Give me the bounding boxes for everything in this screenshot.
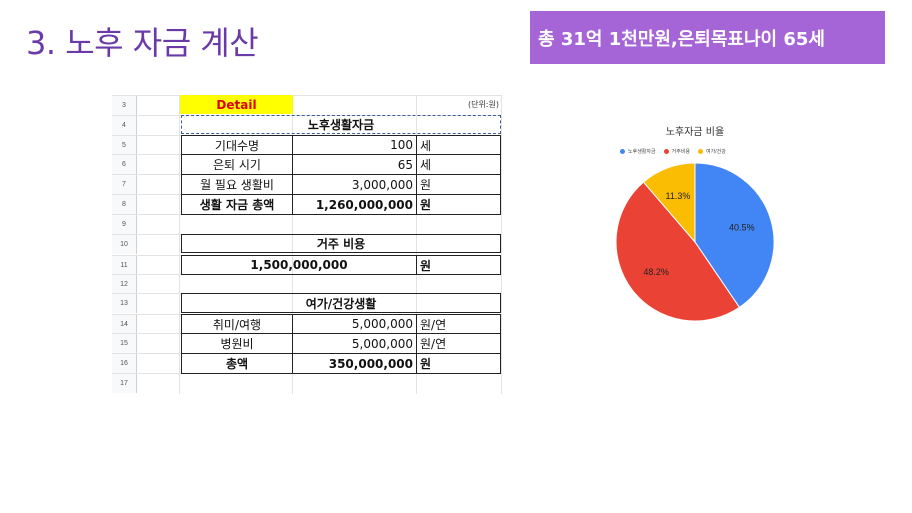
column-line [501,95,502,394]
row-number: 6 [112,155,137,174]
legend-swatch [663,149,669,154]
housing-unit: 원 [416,255,501,275]
legend-swatch [620,149,625,154]
sheet-row: 12 [112,274,502,294]
detail-label: Detail [180,95,293,114]
pie-chart: 40.5% 48.2% 11.3% 노후자금 비율 노후생활자금 거주비용 여가/건강 [595,118,805,338]
pie-slice-0 [694,162,775,309]
pie-slice-2 [642,162,696,244]
life-expectancy-label: 기대수명 [181,135,293,155]
sheet-row: 9 [112,214,502,234]
housing-header: 거주 비용 [181,234,501,253]
row-number: 8 [112,195,137,214]
pie-slice-label: 11.3% [666,191,691,201]
legend-label: 거주비용 [671,149,691,155]
leisure-header: 여가/건강생활 [181,293,501,313]
summary-banner-text: 총 31억 1천만원,은퇴목표나이 65세 [538,28,825,50]
legend-item: 노후생활자금 [620,148,656,155]
column-line [292,95,293,394]
legend-swatch [698,149,704,154]
living-fund-header: 노후생활자금 [181,115,501,134]
legend-item: 거주비용 [663,148,691,155]
row-number: 17 [112,374,137,393]
life-expectancy-value: 100 [292,135,417,155]
retire-age-label: 은퇴 시기 [181,154,293,175]
monthly-expense-label: 월 필요 생활비 [181,174,293,195]
living-total-label: 생활 자금 총액 [181,194,293,215]
hospital-unit: 원/연 [416,333,501,354]
chart-legend: 노후생활자금 거주비용 여가/건강 [620,148,726,155]
unit-note: (단위:원) [467,100,499,109]
leisure-total-label: 총액 [181,353,293,374]
legend-label: 여가/건강 [706,149,726,155]
row-number: 15 [112,334,137,353]
column-line [179,95,180,394]
row-number: 13 [112,294,137,313]
hobby-label: 취미/여행 [181,314,293,334]
pie-slice-1 [615,181,741,322]
hospital-label: 병원비 [181,333,293,354]
spreadsheet: 3 4 5 6 7 8 9 10 11 12 13 14 15 16 17 Detail (단위:원) 노후… [112,95,502,394]
slide-title: 3. 노후 자금 계산 [26,24,259,62]
row-number: 9 [112,215,137,234]
summary-banner: 총 31억 1천만원,은퇴목표나이 65세 [530,11,885,64]
retire-age-value: 65 [292,154,417,175]
sheet-row: 3 [112,95,502,115]
row-number: 14 [112,315,137,334]
row-number: 16 [112,354,137,373]
pie-slice-label: 48.2% [643,267,669,277]
legend-item: 여가/건강 [698,148,726,155]
column-line [416,95,417,394]
monthly-expense-value: 3,000,000 [292,174,417,195]
leisure-total-value: 350,000,000 [292,353,417,374]
chart-title: 노후자금 비율 [665,127,725,138]
pie-slice-label: 40.5% [729,223,755,233]
hobby-unit: 원/연 [416,314,501,334]
leisure-total-unit: 원 [416,353,501,374]
hospital-value: 5,000,000 [292,333,417,354]
retire-age-unit: 세 [416,154,501,175]
monthly-expense-unit: 원 [416,174,501,195]
living-total-unit: 원 [416,194,501,215]
row-number: 11 [112,256,137,275]
hobby-value: 5,000,000 [292,314,417,334]
pie-chart-svg: 40.5% 48.2% 11.3% [615,162,775,322]
housing-value: 1,500,000,000 [181,255,417,275]
legend-label: 노후생활자금 [628,149,656,155]
row-number: 12 [112,275,137,294]
living-total-value: 1,260,000,000 [292,194,417,215]
row-number: 5 [112,136,137,155]
row-number: 3 [112,96,137,115]
row-number: 7 [112,175,137,194]
row-number: 10 [112,235,137,254]
sheet-row: 17 [112,373,502,393]
life-expectancy-unit: 세 [416,135,501,155]
row-number: 4 [112,116,137,135]
